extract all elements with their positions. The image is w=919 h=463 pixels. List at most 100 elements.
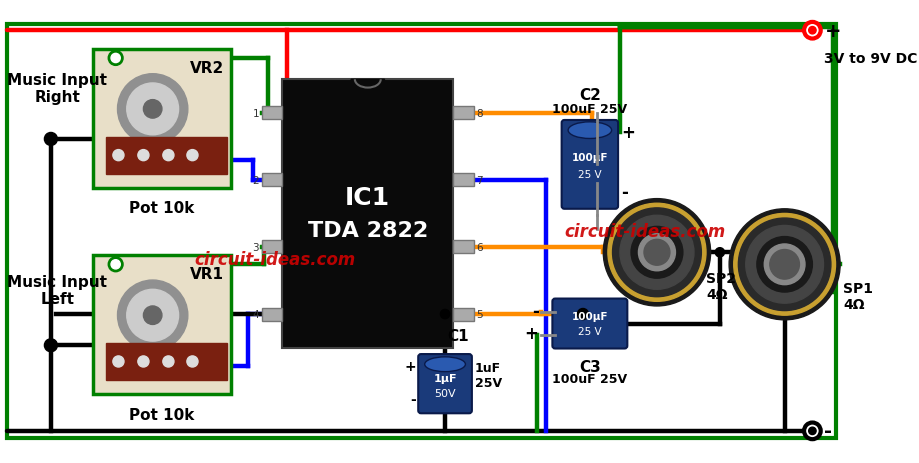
Text: 100uF 25V: 100uF 25V <box>551 372 627 385</box>
Bar <box>453 174 473 187</box>
Circle shape <box>733 214 834 315</box>
Text: 4: 4 <box>252 309 259 319</box>
Circle shape <box>113 150 124 161</box>
Circle shape <box>619 216 693 290</box>
Circle shape <box>113 356 124 367</box>
Text: 100μF: 100μF <box>571 312 607 321</box>
Text: 6: 6 <box>476 243 482 252</box>
Circle shape <box>630 227 682 279</box>
FancyBboxPatch shape <box>561 121 618 209</box>
Bar <box>262 308 282 321</box>
Text: +: + <box>823 22 840 41</box>
Circle shape <box>138 150 149 161</box>
Text: circuit-ideas.com: circuit-ideas.com <box>563 223 725 240</box>
Ellipse shape <box>568 123 611 139</box>
Circle shape <box>145 290 160 305</box>
Bar <box>93 256 231 394</box>
Text: -: - <box>620 184 627 202</box>
Text: 100uF 25V: 100uF 25V <box>551 103 627 116</box>
Text: Pot 10k: Pot 10k <box>129 407 195 422</box>
Circle shape <box>145 84 160 99</box>
Bar <box>262 107 282 120</box>
Circle shape <box>140 284 165 310</box>
Circle shape <box>163 150 174 161</box>
Text: SP1
4Ω: SP1 4Ω <box>842 282 872 312</box>
Text: 100μF: 100μF <box>571 153 607 163</box>
Bar <box>262 241 282 254</box>
FancyBboxPatch shape <box>418 354 471 413</box>
Text: 7: 7 <box>476 175 482 186</box>
Text: IC1: IC1 <box>345 185 390 209</box>
FancyBboxPatch shape <box>551 299 627 349</box>
Wedge shape <box>351 80 384 97</box>
Text: SP2
4Ω: SP2 4Ω <box>705 271 735 301</box>
Circle shape <box>187 356 198 367</box>
Circle shape <box>163 356 174 367</box>
Text: Pot 10k: Pot 10k <box>129 201 195 216</box>
Circle shape <box>714 248 723 257</box>
Circle shape <box>111 54 120 63</box>
Circle shape <box>140 78 165 104</box>
Text: +: + <box>524 324 538 342</box>
Circle shape <box>118 281 187 350</box>
Circle shape <box>643 240 669 266</box>
Text: 8: 8 <box>476 108 482 119</box>
Circle shape <box>143 307 162 325</box>
Circle shape <box>729 209 839 320</box>
Bar <box>262 174 282 187</box>
Text: 3: 3 <box>252 243 259 252</box>
Circle shape <box>808 27 815 35</box>
Text: 25 V: 25 V <box>577 326 601 336</box>
Text: 5: 5 <box>476 309 482 319</box>
Circle shape <box>138 356 149 367</box>
Text: 1uF
25V: 1uF 25V <box>474 362 501 390</box>
Text: Music Input
Right: Music Input Right <box>7 73 108 105</box>
Text: 2: 2 <box>252 175 259 186</box>
Text: Music Input
Left: Music Input Left <box>7 274 108 307</box>
Circle shape <box>187 150 198 161</box>
Text: 3V to 9V DC: 3V to 9V DC <box>823 51 917 65</box>
Text: VR2: VR2 <box>189 61 223 75</box>
Text: TDA 2822: TDA 2822 <box>307 220 427 241</box>
Circle shape <box>108 257 123 272</box>
Circle shape <box>127 84 178 136</box>
Bar <box>453 241 473 254</box>
Ellipse shape <box>425 357 465 372</box>
Text: C2: C2 <box>578 88 600 103</box>
Circle shape <box>111 260 120 269</box>
Circle shape <box>769 250 799 280</box>
Circle shape <box>756 237 811 293</box>
Bar <box>93 50 231 188</box>
Circle shape <box>612 208 700 297</box>
Text: -: - <box>410 393 416 407</box>
Circle shape <box>44 133 57 146</box>
Bar <box>107 138 226 174</box>
Text: circuit-ideas.com: circuit-ideas.com <box>194 250 355 268</box>
Text: +: + <box>620 124 634 142</box>
Circle shape <box>127 290 178 341</box>
Text: C3: C3 <box>578 359 600 374</box>
Text: -: - <box>531 302 538 320</box>
Bar <box>453 308 473 321</box>
Circle shape <box>803 23 820 39</box>
Text: VR1: VR1 <box>189 267 223 282</box>
Text: +: + <box>404 359 416 373</box>
Bar <box>107 343 226 380</box>
Text: 1μF: 1μF <box>433 373 457 383</box>
Circle shape <box>118 75 187 145</box>
Circle shape <box>44 339 57 352</box>
Circle shape <box>577 309 588 320</box>
Circle shape <box>607 204 705 302</box>
Circle shape <box>764 244 804 285</box>
Circle shape <box>745 226 823 304</box>
Text: C1: C1 <box>447 328 468 343</box>
Circle shape <box>603 199 709 307</box>
Bar <box>453 107 473 120</box>
Bar <box>282 80 453 348</box>
Text: 25 V: 25 V <box>577 169 601 179</box>
Circle shape <box>440 310 449 319</box>
Text: -: - <box>823 421 832 440</box>
Circle shape <box>803 423 820 439</box>
Circle shape <box>108 51 123 66</box>
Circle shape <box>638 234 675 271</box>
